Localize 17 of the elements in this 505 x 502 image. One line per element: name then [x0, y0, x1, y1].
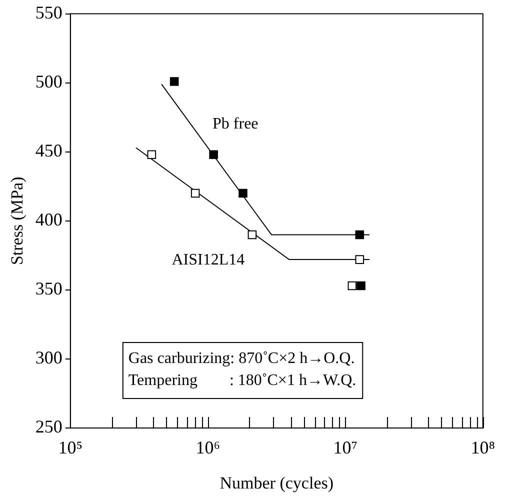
y-tick-label: 350	[35, 278, 62, 299]
annotation: Gas carburizing: 870˚C×2 h→O.Q.	[128, 350, 355, 368]
y-tick-label: 500	[35, 72, 62, 92]
y-tick-label: 300	[35, 348, 62, 368]
x-tick-label: 10⁵	[58, 438, 83, 458]
x-tick-label: 10⁸	[470, 438, 496, 458]
y-tick-label: 400	[35, 210, 62, 230]
annotation: Pb free	[212, 116, 258, 133]
y-tick-label: 550	[35, 2, 62, 23]
y-axis-title: Stress (MPa)	[8, 176, 27, 266]
x-tick-label: 10⁶	[196, 438, 220, 458]
x-axis-title: Number (cycles)	[220, 473, 334, 492]
x-tick-label: 10⁷	[333, 438, 358, 458]
annotation: Tempering : 180˚C×1 h→W.Q.	[128, 372, 356, 390]
y-tick-label: 450	[35, 140, 62, 161]
y-tick-label: 250	[35, 416, 62, 437]
annotation: AISI12L14	[172, 251, 245, 268]
